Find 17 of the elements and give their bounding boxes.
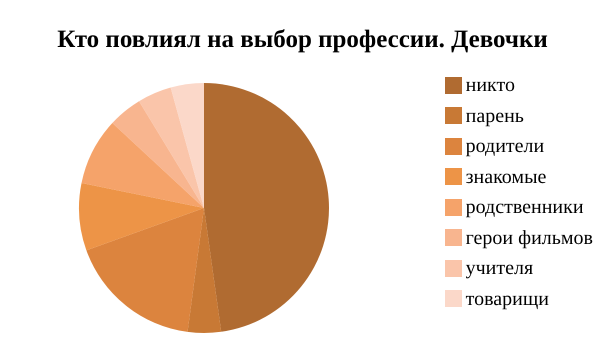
- legend-label: парень: [466, 104, 524, 127]
- pie-slice: [188, 208, 222, 333]
- legend-label: товарищи: [466, 288, 549, 310]
- pie-slice: [170, 83, 204, 208]
- legend-label: знакомые: [466, 166, 546, 188]
- chart-title: Кто повлиял на выбор профессии. Девочки: [56, 26, 549, 54]
- pie-slice: [82, 123, 204, 208]
- pie-slice: [139, 88, 204, 208]
- pie-slice: [204, 83, 329, 332]
- pie-slice: [86, 208, 204, 332]
- legend-label: герои фильмов: [466, 226, 593, 249]
- legend-label: родственники: [466, 196, 584, 218]
- legend-label: никто: [466, 74, 515, 96]
- legend-label: учителя: [466, 257, 534, 280]
- pie-slice: [112, 101, 204, 208]
- legend-label: родители: [466, 135, 544, 158]
- pie-slice: [79, 183, 204, 250]
